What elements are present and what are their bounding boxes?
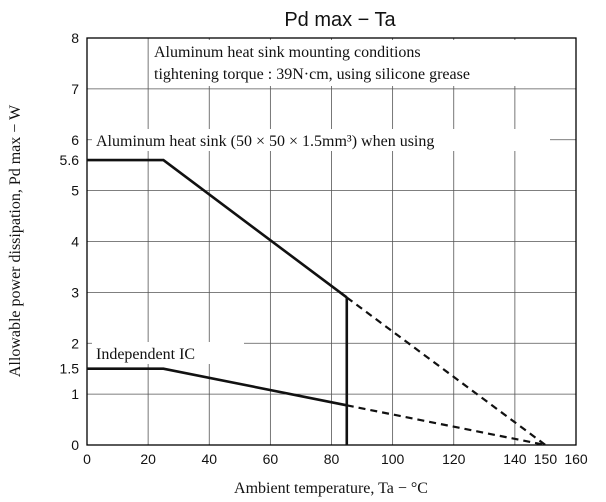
y-tick-labels: 0 1 1.5 2 3 4 5 5.6 6 7 8 <box>60 30 80 453</box>
y-tick-label: 1.5 <box>60 361 80 377</box>
x-tick-label: 40 <box>201 451 217 467</box>
chart-title: Pd max − Ta <box>284 9 396 31</box>
series-extrapolation-0 <box>346 296 547 446</box>
x-tick-label: 60 <box>263 451 279 467</box>
y-tick-label: 6 <box>71 132 79 148</box>
y-tick-label: 7 <box>71 81 79 97</box>
x-axis-label: Ambient temperature, Ta − °C <box>234 480 428 497</box>
x-tick-label: 80 <box>324 451 340 467</box>
grid-lines <box>86 37 577 446</box>
y-tick-label: 8 <box>71 30 79 46</box>
plot-frame <box>86 37 577 446</box>
x-tick-labels: 0 20 40 60 80 100 120 140 150 160 <box>83 451 588 467</box>
y-tick-label: 0 <box>71 437 79 453</box>
series-line-0 <box>87 158 348 299</box>
x-tick-label: 20 <box>140 451 156 467</box>
x-tick-label: 150 <box>534 451 558 467</box>
y-axis-label: Allowable power dissipation, Pd max − W <box>7 104 24 377</box>
heat-sink-label-backdrop <box>92 129 550 151</box>
x-tick-label: 160 <box>564 451 588 467</box>
independent-ic-label-backdrop <box>92 342 244 364</box>
mounting-conditions-annotation: Aluminum heat sink mounting conditions <box>154 44 421 61</box>
y-tick-label: 1 <box>71 386 79 402</box>
series-line-1 <box>87 367 348 407</box>
x-tick-label: 120 <box>442 451 466 467</box>
x-tick-label: 100 <box>381 451 405 467</box>
series-layer <box>87 158 547 447</box>
x-tick-label: 0 <box>83 451 91 467</box>
x-tick-label: 140 <box>503 451 527 467</box>
y-tick-label: 5.6 <box>60 152 80 168</box>
series-label-independent-ic: Independent IC <box>96 346 195 363</box>
mounting-conditions-backdrop <box>150 40 574 86</box>
y-tick-label: 4 <box>71 234 79 250</box>
annotation-layer: Aluminum heat sink mounting conditions t… <box>92 40 574 364</box>
y-tick-label: 5 <box>71 183 79 199</box>
y-tick-label: 3 <box>71 284 79 300</box>
y-tick-label: 2 <box>71 335 79 351</box>
tightening-torque-annotation: tightening torque : 39N·cm, using silico… <box>154 66 470 83</box>
series-label-heat-sink: Aluminum heat sink (50 × 50 × 1.5mm³) wh… <box>96 133 434 150</box>
series-extrapolation-1 <box>346 404 546 447</box>
